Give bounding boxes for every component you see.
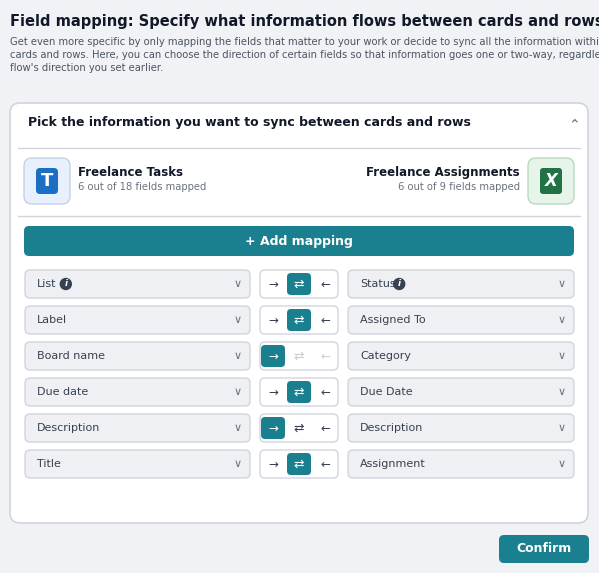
FancyBboxPatch shape xyxy=(348,414,574,442)
Text: ←: ← xyxy=(320,350,330,363)
FancyBboxPatch shape xyxy=(348,450,574,478)
Text: ⇄: ⇄ xyxy=(294,313,304,327)
FancyBboxPatch shape xyxy=(25,414,250,442)
Text: Board name: Board name xyxy=(37,351,105,361)
Text: T: T xyxy=(41,172,53,190)
FancyBboxPatch shape xyxy=(348,378,574,406)
Text: X: X xyxy=(544,172,558,190)
Text: ⇄: ⇄ xyxy=(294,457,304,470)
FancyBboxPatch shape xyxy=(10,103,588,523)
FancyBboxPatch shape xyxy=(499,535,589,563)
Text: →: → xyxy=(268,350,278,363)
Text: →: → xyxy=(268,313,278,327)
Text: 6 out of 9 fields mapped: 6 out of 9 fields mapped xyxy=(398,182,520,192)
Text: ∨: ∨ xyxy=(234,387,242,397)
Text: 6 out of 18 fields mapped: 6 out of 18 fields mapped xyxy=(78,182,207,192)
Text: Assigned To: Assigned To xyxy=(360,315,426,325)
Text: ∨: ∨ xyxy=(558,279,566,289)
Text: i: i xyxy=(398,280,401,288)
Text: Title: Title xyxy=(37,459,61,469)
FancyBboxPatch shape xyxy=(25,342,250,370)
FancyBboxPatch shape xyxy=(287,453,311,475)
Text: →: → xyxy=(268,457,278,470)
Text: ⇄: ⇄ xyxy=(294,350,304,363)
Text: →: → xyxy=(268,422,278,434)
Text: →: → xyxy=(268,386,278,398)
FancyBboxPatch shape xyxy=(528,158,574,204)
FancyBboxPatch shape xyxy=(540,168,562,194)
Text: Due Date: Due Date xyxy=(360,387,413,397)
Text: ∨: ∨ xyxy=(234,423,242,433)
Text: Field mapping: Specify what information flows between cards and rows: Field mapping: Specify what information … xyxy=(10,14,599,29)
FancyBboxPatch shape xyxy=(261,417,285,439)
FancyBboxPatch shape xyxy=(260,378,338,406)
Text: cards and rows. Here, you can choose the direction of certain fields so that inf: cards and rows. Here, you can choose the… xyxy=(10,50,599,60)
FancyBboxPatch shape xyxy=(260,342,338,370)
FancyBboxPatch shape xyxy=(24,158,70,204)
Text: Label: Label xyxy=(37,315,67,325)
Text: ∨: ∨ xyxy=(558,459,566,469)
FancyBboxPatch shape xyxy=(24,226,574,256)
Text: i: i xyxy=(64,280,67,288)
Text: ∨: ∨ xyxy=(234,315,242,325)
Text: Freelance Assignments: Freelance Assignments xyxy=(367,166,520,179)
FancyBboxPatch shape xyxy=(260,414,338,442)
FancyBboxPatch shape xyxy=(25,306,250,334)
Text: Description: Description xyxy=(37,423,101,433)
Text: Pick the information you want to sync between cards and rows: Pick the information you want to sync be… xyxy=(28,116,471,129)
FancyBboxPatch shape xyxy=(348,270,574,298)
Text: ⇄: ⇄ xyxy=(294,386,304,398)
Text: ⇄: ⇄ xyxy=(294,277,304,291)
Text: Get even more specific by only mapping the fields that matter to your work or de: Get even more specific by only mapping t… xyxy=(10,37,599,47)
Circle shape xyxy=(60,278,71,289)
Text: ←: ← xyxy=(320,386,330,398)
FancyBboxPatch shape xyxy=(36,168,58,194)
Text: flow's direction you set earlier.: flow's direction you set earlier. xyxy=(10,63,164,73)
Text: Confirm: Confirm xyxy=(516,543,571,555)
Text: Due date: Due date xyxy=(37,387,88,397)
FancyBboxPatch shape xyxy=(25,270,250,298)
FancyBboxPatch shape xyxy=(287,273,311,295)
Text: Assignment: Assignment xyxy=(360,459,426,469)
FancyBboxPatch shape xyxy=(260,306,338,334)
Text: Description: Description xyxy=(360,423,423,433)
FancyBboxPatch shape xyxy=(25,378,250,406)
FancyBboxPatch shape xyxy=(261,345,285,367)
Text: ←: ← xyxy=(320,313,330,327)
Text: ←: ← xyxy=(320,457,330,470)
Circle shape xyxy=(394,278,405,289)
Text: Freelance Tasks: Freelance Tasks xyxy=(78,166,183,179)
Text: List: List xyxy=(37,279,56,289)
Text: ∨: ∨ xyxy=(234,279,242,289)
Text: + Add mapping: + Add mapping xyxy=(245,234,353,248)
FancyBboxPatch shape xyxy=(25,450,250,478)
Text: ∨: ∨ xyxy=(234,459,242,469)
Text: Category: Category xyxy=(360,351,411,361)
Text: ∨: ∨ xyxy=(558,351,566,361)
FancyBboxPatch shape xyxy=(348,342,574,370)
FancyBboxPatch shape xyxy=(348,306,574,334)
Text: ←: ← xyxy=(320,277,330,291)
FancyBboxPatch shape xyxy=(287,309,311,331)
FancyBboxPatch shape xyxy=(260,450,338,478)
Text: ⌃: ⌃ xyxy=(568,117,580,131)
Text: ∨: ∨ xyxy=(558,423,566,433)
FancyBboxPatch shape xyxy=(287,381,311,403)
Text: ←: ← xyxy=(320,422,330,434)
FancyBboxPatch shape xyxy=(260,270,338,298)
Text: →: → xyxy=(268,277,278,291)
Text: ∨: ∨ xyxy=(558,387,566,397)
Text: ∨: ∨ xyxy=(558,315,566,325)
Text: ⇄: ⇄ xyxy=(294,422,304,434)
Text: ∨: ∨ xyxy=(234,351,242,361)
Text: Status: Status xyxy=(360,279,395,289)
